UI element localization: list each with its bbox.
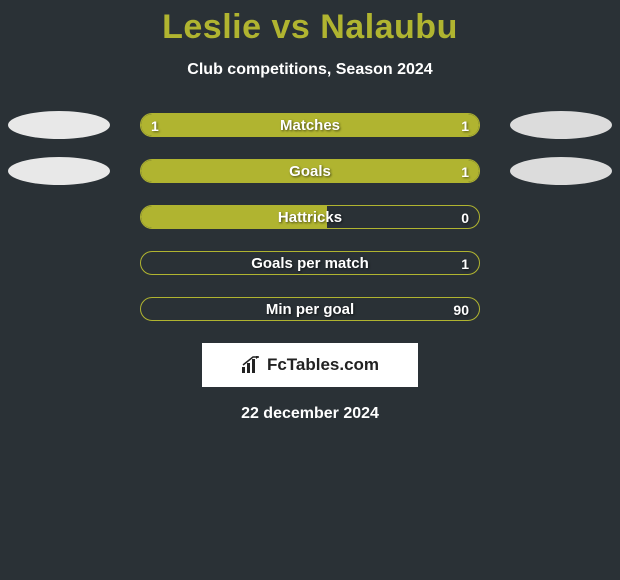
brand-label: FcTables.com [267, 355, 379, 375]
stat-row: 1Goals per match [0, 251, 620, 275]
player-left-ellipse [8, 111, 110, 139]
bar-fill-right [310, 160, 479, 182]
subtitle: Club competitions, Season 2024 [0, 61, 620, 79]
stat-bar: 1Goals per match [140, 251, 480, 275]
brand-chart-icon [241, 356, 263, 374]
date-label: 22 december 2024 [0, 405, 620, 423]
stat-value-right: 0 [461, 206, 469, 229]
stats-container: 11Matches1Goals0Hattricks1Goals per matc… [0, 113, 620, 321]
brand-box: FcTables.com [202, 343, 418, 387]
stat-row: 0Hattricks [0, 205, 620, 229]
bar-fill-left [141, 206, 327, 228]
player-right-ellipse [510, 157, 612, 185]
stat-value-right: 1 [461, 160, 469, 183]
stat-label: Min per goal [141, 298, 479, 321]
stat-row: 11Matches [0, 113, 620, 137]
stat-bar: 11Matches [140, 113, 480, 137]
stat-value-right: 1 [461, 252, 469, 275]
bar-fill-left [141, 160, 310, 182]
stat-value-right: 1 [461, 114, 469, 137]
stat-label: Goals per match [141, 252, 479, 275]
stat-value-left: 1 [151, 114, 159, 137]
stat-value-right: 90 [453, 298, 469, 321]
page-title: Leslie vs Nalaubu [0, 0, 620, 47]
stat-row: 1Goals [0, 159, 620, 183]
stat-bar: 0Hattricks [140, 205, 480, 229]
stat-row: 90Min per goal [0, 297, 620, 321]
stat-bar: 90Min per goal [140, 297, 480, 321]
bar-fill-left [141, 114, 310, 136]
player-left-ellipse [8, 157, 110, 185]
player-right-ellipse [510, 111, 612, 139]
stat-bar: 1Goals [140, 159, 480, 183]
bar-fill-right [310, 114, 479, 136]
